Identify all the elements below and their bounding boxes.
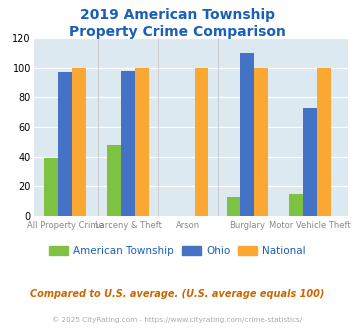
Text: Motor Vehicle Theft: Motor Vehicle Theft <box>269 221 351 230</box>
Bar <box>121 71 135 216</box>
Bar <box>72 68 86 216</box>
Text: All Property Crime: All Property Crime <box>27 221 104 230</box>
Bar <box>195 68 208 216</box>
Text: Property Crime Comparison: Property Crime Comparison <box>69 25 286 39</box>
Bar <box>254 68 268 216</box>
Bar <box>226 197 240 216</box>
Text: Larceny & Theft: Larceny & Theft <box>94 221 162 230</box>
Bar <box>107 145 121 216</box>
Text: Compared to U.S. average. (U.S. average equals 100): Compared to U.S. average. (U.S. average … <box>30 289 325 299</box>
Text: Arson: Arson <box>176 221 200 230</box>
Bar <box>58 72 72 216</box>
Text: Burglary: Burglary <box>229 221 266 230</box>
Bar <box>240 53 254 216</box>
Bar <box>135 68 149 216</box>
Legend: American Township, Ohio, National: American Township, Ohio, National <box>45 242 310 260</box>
Bar <box>44 158 58 216</box>
Text: 2019 American Township: 2019 American Township <box>80 8 275 22</box>
Text: © 2025 CityRating.com - https://www.cityrating.com/crime-statistics/: © 2025 CityRating.com - https://www.city… <box>53 316 302 323</box>
Bar <box>289 194 303 216</box>
Bar <box>317 68 331 216</box>
Bar <box>303 108 317 216</box>
